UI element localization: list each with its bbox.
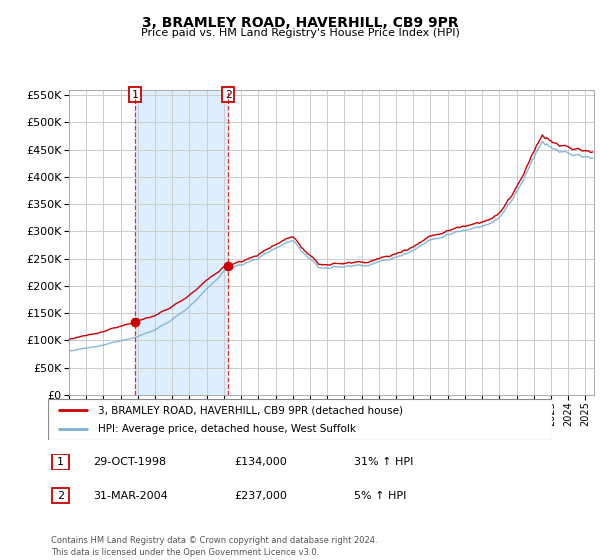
Text: 3, BRAMLEY ROAD, HAVERHILL, CB9 9PR: 3, BRAMLEY ROAD, HAVERHILL, CB9 9PR — [142, 16, 458, 30]
Text: HPI: Average price, detached house, West Suffolk: HPI: Average price, detached house, West… — [98, 424, 356, 433]
Bar — [135, 90, 228, 395]
Text: 1: 1 — [57, 457, 64, 467]
Text: £237,000: £237,000 — [234, 491, 287, 501]
Text: Price paid vs. HM Land Registry's House Price Index (HPI): Price paid vs. HM Land Registry's House … — [140, 28, 460, 38]
Text: 5% ↑ HPI: 5% ↑ HPI — [354, 491, 406, 501]
Text: £134,000: £134,000 — [234, 457, 287, 467]
Text: 2: 2 — [57, 491, 64, 501]
Text: 31-MAR-2004: 31-MAR-2004 — [93, 491, 168, 501]
Text: 29-OCT-1998: 29-OCT-1998 — [93, 457, 166, 467]
Text: 2: 2 — [225, 90, 232, 100]
Text: 1: 1 — [131, 90, 139, 100]
Text: Contains HM Land Registry data © Crown copyright and database right 2024.
This d: Contains HM Land Registry data © Crown c… — [51, 536, 377, 557]
Text: 3, BRAMLEY ROAD, HAVERHILL, CB9 9PR (detached house): 3, BRAMLEY ROAD, HAVERHILL, CB9 9PR (det… — [98, 405, 403, 415]
Text: 31% ↑ HPI: 31% ↑ HPI — [354, 457, 413, 467]
